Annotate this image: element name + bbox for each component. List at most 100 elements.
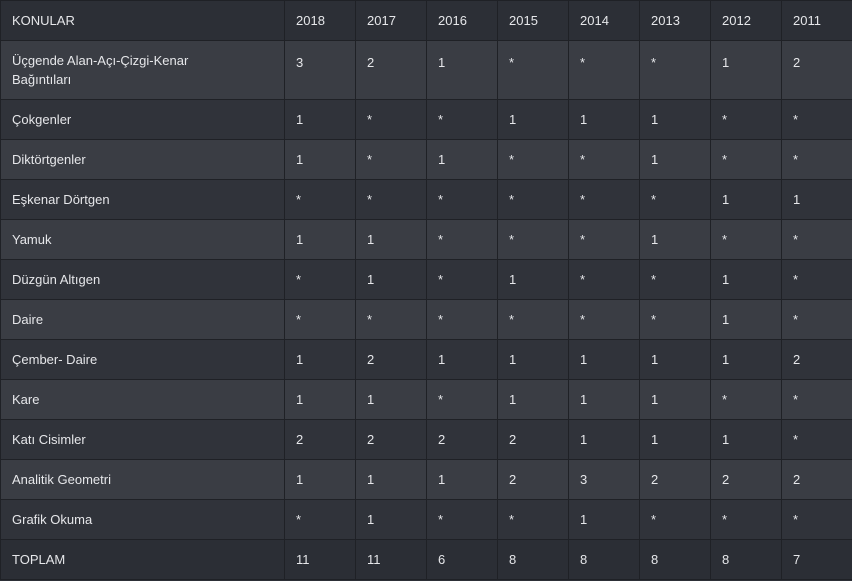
total-cell: 8 (710, 539, 782, 580)
value-cell: 1 (568, 339, 640, 380)
value-cell: 2 (710, 459, 782, 500)
value-cell: 1 (355, 259, 427, 300)
value-cell: * (355, 139, 427, 180)
value-cell: * (710, 219, 782, 260)
value-cell: 1 (426, 459, 498, 500)
header-year: 2011 (781, 0, 852, 41)
value-cell: * (568, 40, 640, 100)
value-cell: * (781, 99, 852, 140)
value-cell: * (639, 259, 711, 300)
header-year: 2018 (284, 0, 356, 41)
total-cell: 8 (497, 539, 569, 580)
value-cell: 1 (568, 499, 640, 540)
header-year: 2013 (639, 0, 711, 41)
value-cell: 1 (639, 139, 711, 180)
value-cell: * (568, 219, 640, 260)
value-cell: 2 (781, 40, 852, 100)
value-cell: 2 (355, 419, 427, 460)
value-cell: 1 (426, 339, 498, 380)
topic-cell: Grafik Okuma (0, 499, 285, 540)
value-cell: 2 (639, 459, 711, 500)
value-cell: * (284, 299, 356, 340)
topic-cell: Düzgün Altıgen (0, 259, 285, 300)
topic-cell: Analitik Geometri (0, 459, 285, 500)
value-cell: 1 (710, 419, 782, 460)
value-cell: * (426, 499, 498, 540)
value-cell: 1 (497, 379, 569, 420)
value-cell: * (355, 299, 427, 340)
value-cell: 3 (568, 459, 640, 500)
total-label: TOPLAM (0, 539, 285, 580)
value-cell: 1 (284, 339, 356, 380)
topic-cell: Yamuk (0, 219, 285, 260)
value-cell: * (426, 179, 498, 220)
table-row: Katı Cisimler 2 2 2 2 1 1 1 * (0, 419, 852, 460)
total-cell: 8 (568, 539, 640, 580)
value-cell: 2 (284, 419, 356, 460)
value-cell: 1 (639, 99, 711, 140)
value-cell: 2 (497, 419, 569, 460)
value-cell: 1 (639, 419, 711, 460)
value-cell: * (639, 40, 711, 100)
value-cell: * (497, 139, 569, 180)
value-cell: * (781, 379, 852, 420)
value-cell: * (426, 259, 498, 300)
table-row: Analitik Geometri 1 1 1 2 3 2 2 2 (0, 459, 852, 500)
value-cell: * (568, 139, 640, 180)
value-cell: * (781, 419, 852, 460)
value-cell: * (284, 499, 356, 540)
value-cell: * (710, 379, 782, 420)
value-cell: 3 (284, 40, 356, 100)
value-cell: 1 (284, 99, 356, 140)
value-cell: 2 (497, 459, 569, 500)
value-cell: 1 (426, 40, 498, 100)
value-cell: 2 (426, 419, 498, 460)
table-row: Yamuk 1 1 * * * 1 * * (0, 219, 852, 260)
header-year: 2016 (426, 0, 498, 41)
value-cell: 2 (355, 339, 427, 380)
value-cell: * (355, 179, 427, 220)
value-cell: 1 (710, 40, 782, 100)
value-cell: 1 (284, 139, 356, 180)
total-cell: 8 (639, 539, 711, 580)
value-cell: * (355, 99, 427, 140)
table-row: Çember- Daire 1 2 1 1 1 1 1 2 (0, 339, 852, 380)
value-cell: 1 (284, 219, 356, 260)
value-cell: 1 (568, 419, 640, 460)
value-cell: 1 (355, 459, 427, 500)
value-cell: * (426, 379, 498, 420)
topic-cell: Çokgenler (0, 99, 285, 140)
value-cell: 1 (497, 99, 569, 140)
topic-cell: Katı Cisimler (0, 419, 285, 460)
topic-cell: Daire (0, 299, 285, 340)
value-cell: 1 (284, 379, 356, 420)
table-row: Daire * * * * * * 1 * (0, 299, 852, 340)
value-cell: * (710, 99, 782, 140)
value-cell: 1 (568, 99, 640, 140)
value-cell: * (639, 179, 711, 220)
value-cell: 1 (710, 179, 782, 220)
topic-cell: Üçgende Alan-Açı-Çizgi-Kenar Bağıntıları (0, 40, 285, 100)
value-cell: * (781, 219, 852, 260)
value-cell: 2 (781, 459, 852, 500)
value-cell: * (497, 219, 569, 260)
value-cell: * (781, 139, 852, 180)
header-topic: KONULAR (0, 0, 285, 41)
value-cell: * (497, 499, 569, 540)
table-row: Düzgün Altıgen * 1 * 1 * * 1 * (0, 259, 852, 300)
value-cell: 1 (639, 339, 711, 380)
value-cell: * (639, 299, 711, 340)
header-year: 2014 (568, 0, 640, 41)
value-cell: * (426, 99, 498, 140)
value-cell: * (284, 259, 356, 300)
value-cell: * (426, 219, 498, 260)
value-cell: * (497, 299, 569, 340)
header-year: 2017 (355, 0, 427, 41)
value-cell: 1 (639, 379, 711, 420)
value-cell: 1 (710, 259, 782, 300)
value-cell: * (639, 499, 711, 540)
table-row: Kare 1 1 * 1 1 1 * * (0, 379, 852, 420)
table-row: Üçgende Alan-Açı-Çizgi-Kenar Bağıntıları… (0, 40, 852, 100)
value-cell: 1 (426, 139, 498, 180)
total-cell: 11 (355, 539, 427, 580)
